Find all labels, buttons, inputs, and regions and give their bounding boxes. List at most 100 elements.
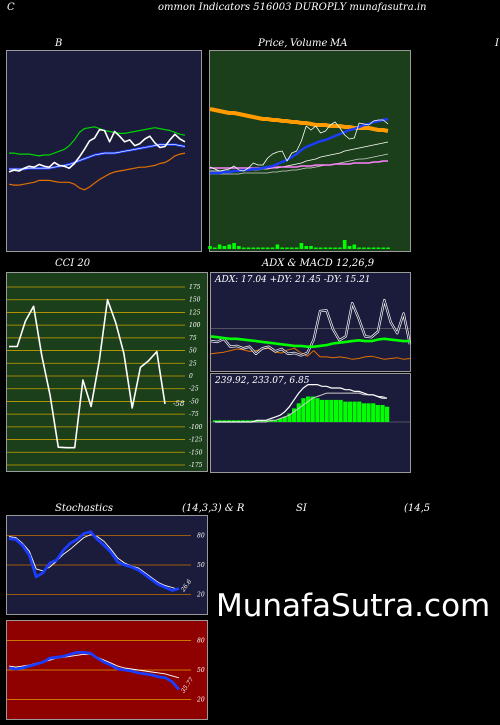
volume-bar <box>237 246 241 249</box>
header-letter: C <box>7 2 15 13</box>
volume-bar <box>347 246 352 249</box>
macd-histogram-bar <box>310 396 315 422</box>
macd-histogram-bar <box>231 420 236 422</box>
stochastics-tick-label: 20 <box>196 591 205 598</box>
watermark: MunafaSutra.com <box>216 588 491 624</box>
macd-histogram-bar <box>375 405 380 422</box>
volume-bar <box>208 246 212 249</box>
cci-tick-label: 50 <box>189 348 197 355</box>
volume-bar <box>381 247 385 249</box>
cci-tick-label: 150 <box>189 297 201 304</box>
volume-bar <box>241 247 246 249</box>
ma-title: MA <box>330 38 348 49</box>
macd-histogram-bar <box>306 396 311 422</box>
bollinger-middle-highlight <box>9 144 186 170</box>
adx-label: ADX: 17.04 +DY: 21.45 -DY: 15.21 <box>215 275 371 285</box>
volume-bar <box>376 247 381 249</box>
macd-histogram-bar <box>226 420 232 422</box>
volume-bar <box>299 243 304 249</box>
cci-tick-label: 125 <box>189 309 201 316</box>
volume-bar <box>352 244 357 249</box>
macd-histogram-bar <box>347 401 352 422</box>
cci-tick-label: -75 <box>189 411 199 418</box>
macd-histogram-bar <box>301 398 306 422</box>
rsi-tick-label: 20 <box>196 696 205 703</box>
cci-tick-label: -25 <box>189 386 199 393</box>
volume-bar <box>265 247 270 249</box>
volume-bar <box>314 247 318 249</box>
macd-histogram-bar <box>343 401 348 422</box>
volume-bar <box>386 247 390 249</box>
volume-bar <box>217 244 222 249</box>
macd-histogram-bar <box>324 399 329 422</box>
macd-histogram-bar <box>254 420 259 422</box>
stochastics-k-line <box>8 530 180 592</box>
volume-bar <box>290 247 294 249</box>
macd-histogram-bar <box>352 401 357 422</box>
price-panel <box>208 50 411 252</box>
macd-histogram-bar <box>333 399 339 422</box>
rsi-panel: 80 50 20 35.77 <box>6 620 208 720</box>
cci-tick-label: -175 <box>189 462 203 469</box>
volume-bar <box>304 246 308 249</box>
cci-tick-label: -50 <box>189 398 199 405</box>
price-chart <box>208 107 390 249</box>
volume-bar <box>227 244 231 249</box>
macd-label: 239.92, 233.07, 6.85 <box>215 376 310 386</box>
volume-bar <box>342 240 347 249</box>
stochastics-tick-label: 80 <box>197 533 205 540</box>
bollinger-middle-line <box>9 143 186 171</box>
rsi-tick-label: 80 <box>197 638 205 645</box>
macd-histogram-bar <box>385 406 390 422</box>
cci-tick-label: -150 <box>189 449 203 456</box>
rsi-params: (14,5 <box>404 503 431 514</box>
volume-bar <box>357 247 361 249</box>
macd-histogram-bar <box>278 418 283 422</box>
cci-tick-label: 25 <box>188 360 197 367</box>
volume-bar <box>222 246 227 249</box>
far-right-title: I <box>495 38 499 49</box>
macd-histogram-bar <box>250 420 255 422</box>
macd-histogram-bar <box>245 420 250 422</box>
volume-bar <box>309 246 313 249</box>
ma-white-line-2 <box>210 153 389 175</box>
macd-panel: 239.92, 233.07, 6.85 <box>210 373 411 473</box>
macd-histogram-bar <box>273 420 278 422</box>
macd-histogram-bar <box>268 420 273 422</box>
adx-minus-di-line <box>210 347 411 360</box>
volume-bar <box>328 247 333 249</box>
cci-last-value: -58 <box>173 400 185 408</box>
cci-chart: 175 150 125 100 75 50 25 0 -25 -50 -75 -100 -125 -150… <box>7 284 203 469</box>
macd-histogram-bar <box>338 399 343 422</box>
rsi-tick-label: 50 <box>197 667 205 674</box>
macd-chart <box>211 384 410 423</box>
volume-title: Volume <box>290 38 328 49</box>
cci-tick-label: 75 <box>189 335 197 342</box>
price-line <box>209 119 389 172</box>
header-title: ommon Indicators 516003 DUROPLY munafasu… <box>158 2 427 13</box>
macd-histogram-bar <box>366 403 371 422</box>
macd-histogram-bar <box>357 401 362 422</box>
rsi-line <box>8 650 181 691</box>
macd-histogram-bar <box>259 420 264 422</box>
cci-tick-label: 0 <box>189 373 193 380</box>
volume-bar <box>261 247 265 249</box>
macd-histogram-bar <box>292 408 297 422</box>
price-title: Price, <box>258 38 288 49</box>
volume-bar <box>362 247 366 249</box>
cci-tick-label: 175 <box>189 284 201 291</box>
cci-line <box>9 298 166 449</box>
rsi-last-value: 35.77 <box>180 676 196 694</box>
bollinger-panel <box>6 50 202 252</box>
macd-histogram-bar <box>361 403 366 422</box>
volume-bar <box>323 247 328 249</box>
cci-tick-label: -100 <box>189 424 203 431</box>
rsi-title: SI <box>296 503 307 514</box>
volume-bar <box>338 247 342 249</box>
macd-histogram-bar <box>264 420 269 422</box>
cci-title: CCI 20 <box>55 258 91 269</box>
volume-bar <box>318 247 323 249</box>
stochastics-last-value: 26.6 <box>179 578 193 594</box>
cci-tick-label: -125 <box>189 437 203 444</box>
